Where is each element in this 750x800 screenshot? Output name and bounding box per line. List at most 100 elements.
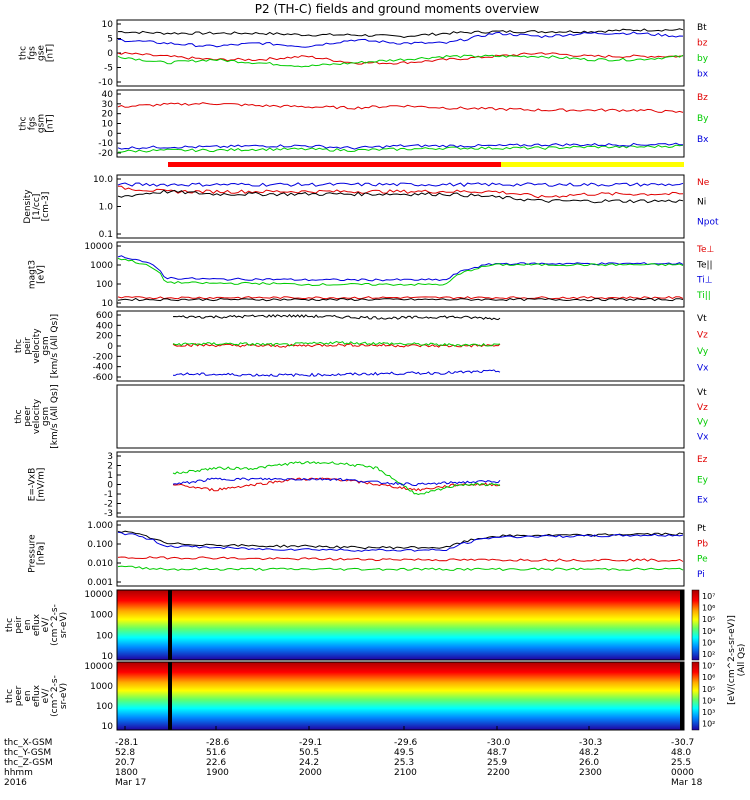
axis-value: Mar 17 bbox=[115, 778, 146, 788]
y-tick-label: 200 bbox=[96, 332, 113, 342]
colorbar-tick: 10⁶ bbox=[702, 604, 715, 613]
ylabel-line: [km/s (All Qs)] bbox=[50, 314, 60, 378]
ylabel-line: eV/ bbox=[41, 617, 51, 633]
colorbar-label: [eV/(cm^2-s-sr-eV)] bbox=[727, 615, 737, 705]
y-tick-label: 10 bbox=[102, 120, 114, 130]
panel-ylabel: thc peer velocity gsm [km/s (All Qs)] bbox=[14, 384, 60, 448]
series-Ex bbox=[172, 477, 501, 486]
axis-value: 25.3 bbox=[394, 758, 414, 768]
legend-Npot: Npot bbox=[697, 217, 719, 227]
axis-value: -30.0 bbox=[487, 738, 511, 748]
series-Ey bbox=[172, 460, 501, 496]
y-tick-label: -5 bbox=[104, 64, 113, 74]
legend-Pi: Pi bbox=[697, 570, 705, 580]
y-tick-label: 0 bbox=[107, 129, 113, 139]
ylabel-line: peer bbox=[14, 685, 24, 706]
axis-row-label: thc_Z-GSM bbox=[4, 758, 53, 768]
y-tick-label: -10 bbox=[98, 78, 113, 88]
ylabel-line: [nPa] bbox=[37, 542, 47, 565]
series-Ez bbox=[172, 477, 501, 492]
y-tick-label: 1000 bbox=[90, 261, 113, 271]
legend-Ti⊥: Ti⊥ bbox=[696, 276, 713, 286]
axis-row-label: 2016 bbox=[4, 778, 27, 788]
y-tick-label: -200 bbox=[93, 352, 114, 362]
legend-Te||: Te|| bbox=[696, 260, 713, 270]
ylabel-line: sr-eV) bbox=[59, 683, 69, 709]
y-tick-label: 1 bbox=[107, 471, 113, 481]
panel-peir-eflux: thc peir en eflux eV/(cm^2-s-sr-eV) 10000 1000… bbox=[5, 589, 685, 662]
y-tick-label: 0 bbox=[107, 49, 113, 59]
data-gap bbox=[168, 662, 172, 730]
axis-value: 20.7 bbox=[115, 758, 135, 768]
series-By bbox=[118, 144, 684, 153]
legend-Bx: Bx bbox=[697, 135, 709, 145]
legend-bz: bz bbox=[697, 39, 708, 49]
series-bz bbox=[117, 51, 684, 65]
panel-ylabel: Density [1/cc] [cm-3] bbox=[23, 189, 51, 224]
ylabel-line: gse bbox=[37, 45, 47, 61]
axis-row-label: hhmm bbox=[4, 768, 33, 778]
axis-value: -29.1 bbox=[299, 738, 322, 748]
axis-value: -30.7 bbox=[671, 738, 694, 748]
legend-Vy: Vy bbox=[697, 418, 709, 428]
series-Npot bbox=[117, 182, 684, 187]
ylabel-line: thc bbox=[14, 409, 24, 423]
ylabel-line: [mV/m] bbox=[37, 468, 47, 502]
panel-ylabel: magt3 [eV] bbox=[28, 260, 47, 289]
panel-frame bbox=[116, 661, 685, 731]
y-tick-label: 100 bbox=[96, 631, 113, 641]
y-tick-label: -10 bbox=[98, 139, 113, 149]
y-tick-label: 1000 bbox=[90, 682, 113, 692]
legend-Ez: Ez bbox=[697, 455, 708, 465]
panel-ylabel: thc fgs gse [nT] bbox=[19, 44, 56, 62]
series-group bbox=[172, 460, 501, 496]
legend-Ti||: Ti|| bbox=[696, 291, 711, 301]
y-tick-label: 2 bbox=[107, 462, 113, 472]
data-gap bbox=[168, 590, 172, 660]
axis-value: 2000 bbox=[299, 768, 322, 778]
chart-title: P2 (TH-C) fields and ground moments over… bbox=[255, 2, 540, 16]
axis-value: 48.7 bbox=[487, 748, 507, 758]
ylabel-line: (cm^2-s- bbox=[50, 604, 60, 646]
series-group bbox=[117, 255, 684, 302]
ylabel-line: [1/cc] bbox=[32, 194, 42, 220]
y-tick-label: 20 bbox=[102, 110, 114, 120]
ylabel-line: gsm bbox=[41, 407, 51, 426]
axis-value: 2200 bbox=[487, 768, 510, 778]
legend-Vt: Vt bbox=[697, 314, 707, 324]
axis-value: 0000 bbox=[671, 768, 694, 778]
axis-value: 49.5 bbox=[394, 748, 414, 758]
y-tick-label: -1 bbox=[104, 490, 113, 500]
colorbar-tick: 10⁷ bbox=[702, 662, 715, 671]
ylabel-line: en bbox=[23, 690, 33, 701]
legend-bx: bx bbox=[697, 70, 709, 80]
series-group bbox=[117, 182, 684, 204]
panel-density: Density [1/cc] [cm-3] 10.0 1.0 0.1 Ne Ni Npot bbox=[23, 174, 719, 240]
ylabel-line: magt3 bbox=[28, 260, 38, 289]
panel-fgs-gse: thc fgs gse [nT] 10 5 0 -5 -10 Bt bz by bx bbox=[19, 19, 709, 88]
y-tick-label: 1.000 bbox=[87, 521, 113, 531]
y-tick-label: 600 bbox=[96, 311, 113, 321]
axis-value: 26.0 bbox=[579, 758, 599, 768]
y-tick-label: 10000 bbox=[84, 662, 113, 672]
axis-value: -28.6 bbox=[206, 738, 230, 748]
panel-ylabel: E=-VxB [mV/m] bbox=[28, 468, 47, 502]
ylabel-line: thc bbox=[5, 689, 15, 703]
y-tick-label: -600 bbox=[93, 373, 114, 383]
series-Pe bbox=[117, 565, 684, 571]
panel-frame bbox=[116, 241, 685, 308]
colorbar-tick: 10⁴ bbox=[702, 696, 715, 705]
panel-ylabel: thc peir en eflux eV/(cm^2-s-sr-eV) bbox=[5, 604, 69, 646]
spectrogram bbox=[117, 590, 684, 660]
series-group bbox=[117, 28, 684, 68]
legend-Pe: Pe bbox=[697, 555, 708, 565]
colorbar-tick: 10² bbox=[702, 720, 715, 729]
series-Pi bbox=[117, 531, 684, 552]
data-gap bbox=[680, 662, 684, 730]
series-Bx bbox=[117, 142, 683, 150]
y-tick-label: 0.001 bbox=[87, 578, 113, 588]
colorbar-tick: 10³ bbox=[702, 638, 715, 647]
legend-Vz: Vz bbox=[697, 403, 708, 413]
